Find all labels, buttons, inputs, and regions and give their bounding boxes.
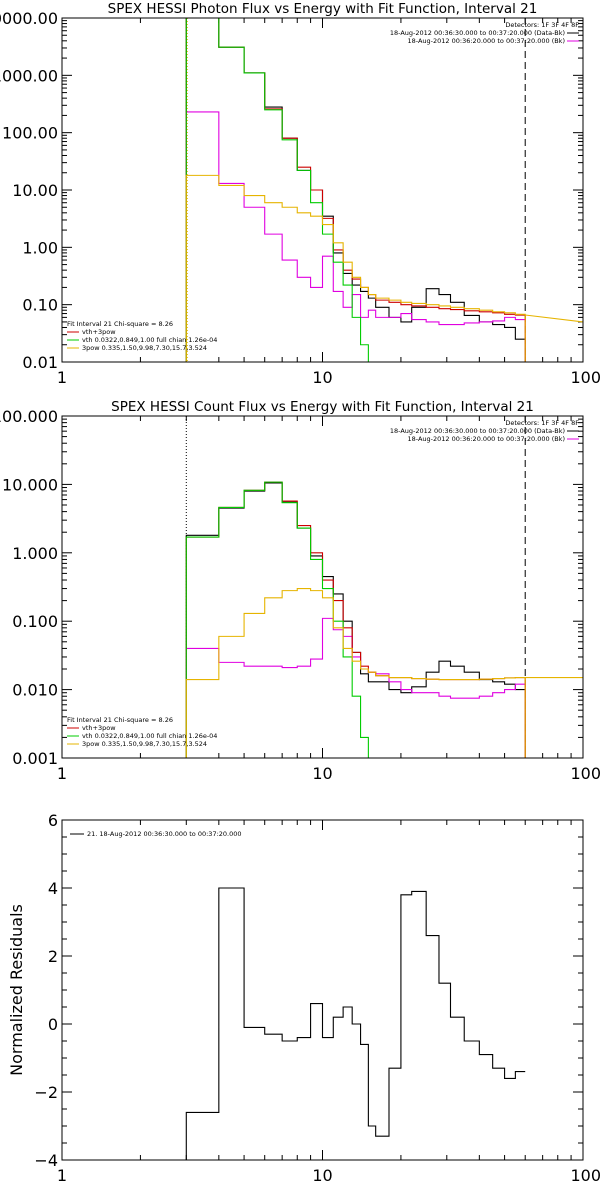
y-tick-label: 100.00 [2,124,58,143]
legend-entry: 3pow 0.335,1.50,9.98,7.30,15.7,3.524 [82,344,207,352]
series-line [185,482,526,758]
legend-entry: 18-Aug-2012 00:36:30.000 to 00:37:20.000… [390,29,565,37]
series-group [185,887,526,1160]
y-axis-label: Normalized Residuals [7,904,26,1076]
legend-entry: 18-Aug-2012 00:36:20.000 to 00:37:20.000… [408,435,565,443]
x-tick-label: 10 [312,764,332,783]
legend-entry: vth+3pow [82,328,116,336]
series-line [185,588,526,758]
x-tick-label: 1 [57,368,67,387]
legend-header: Fit Interval 21 Chi-square = 8.26 [67,320,173,328]
series-line [185,174,526,362]
x-tick-label: 100 [570,1166,600,1185]
x-tick-label: 1 [57,764,67,783]
chart-title: SPEX HESSI Count Flux vs Energy with Fit… [111,399,534,415]
x-tick-label: 10 [312,368,332,387]
legend-header: Detectors: 1F 3F 4F 8F [505,21,579,29]
y-tick-label: 4 [48,879,58,898]
chart-panel-1: SPEX HESSI Photon Flux vs Energy with Fi… [0,1,600,387]
x-tick-label: 100 [570,368,600,387]
y-tick-label: 10.000 [2,475,58,494]
legend-entry: vth 0.0322,0.849,1.00 full chian 1.26e-0… [82,336,217,344]
y-tick-label: 0.010 [12,681,58,700]
y-tick-label: 1.00 [22,238,58,257]
legend-header: Detectors: 1F 3F 4F 8F [505,419,579,427]
y-tick-label: 0.100 [12,612,58,631]
series-line [185,481,526,758]
x-tick-label: 10 [312,1166,332,1185]
series-group [185,481,583,758]
series-group [185,18,583,362]
legend-header: Fit Interval 21 Chi-square = 8.26 [67,716,173,724]
y-tick-label: 0.001 [12,749,58,768]
legend-entry: 21. 18-Aug-2012 00:36:30.000 to 00:37:20… [87,830,242,838]
legend-entry: vth 0.0322,0.849,1.00 full chian 1.26e-0… [82,732,217,740]
y-tick-label: 2 [48,947,58,966]
y-tick-label: −2 [34,1083,58,1102]
plot-frame [61,17,584,363]
y-tick-label: 1.000 [12,544,58,563]
plot-frame [61,415,584,759]
series-line [185,617,526,758]
series-line [185,18,526,362]
chart-title: SPEX HESSI Photon Flux vs Energy with Fi… [108,1,538,17]
chart-panel-3: Normalized Residuals 1 10 100 6 4 2 0 −2 −4 21. 18… [7,811,600,1185]
plot-frame [61,819,584,1161]
y-tick-label: 0.10 [22,296,58,315]
x-tick-label: 100 [570,764,600,783]
fit-extension-line [525,314,583,323]
chart-panel-2: SPEX HESSI Count Flux vs Energy with Fit… [0,399,600,783]
y-tick-label: 100.000 [0,407,58,426]
y-tick-label: 10.00 [12,181,58,200]
y-tick-label: −4 [34,1151,58,1170]
x-tick-label: 1 [57,1166,67,1185]
y-tick-label: 6 [48,811,58,830]
series-line [185,887,526,1160]
legend-entry: vth+3pow [82,724,116,732]
series-line [185,18,526,362]
legend-entry: 18-Aug-2012 00:36:30.000 to 00:37:20.000… [390,427,565,435]
y-tick-label: 0.01 [22,353,58,372]
series-line [185,111,526,362]
y-tick-label: 0 [48,1015,58,1034]
legend-entry: 18-Aug-2012 00:36:20.000 to 00:37:20.000… [408,37,565,45]
legend-entry: 3pow 0.335,1.50,9.98,7.30,15.7,3.524 [82,740,207,748]
series-line [185,481,526,758]
